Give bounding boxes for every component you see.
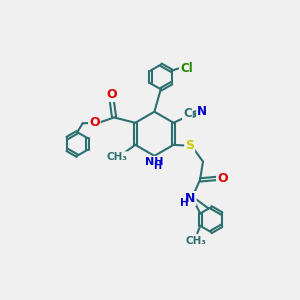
Text: O: O xyxy=(106,88,117,101)
Text: N: N xyxy=(185,192,196,205)
Text: O: O xyxy=(89,116,100,129)
Text: Cl: Cl xyxy=(180,62,193,75)
Text: O: O xyxy=(217,172,228,185)
Text: CH₃: CH₃ xyxy=(185,236,206,245)
Text: CH₃: CH₃ xyxy=(106,152,127,162)
Text: H: H xyxy=(153,161,161,171)
Text: H: H xyxy=(180,198,189,208)
Text: N: N xyxy=(197,105,207,118)
Text: C: C xyxy=(183,107,192,120)
Text: S: S xyxy=(185,139,194,152)
Text: NH: NH xyxy=(145,157,164,167)
